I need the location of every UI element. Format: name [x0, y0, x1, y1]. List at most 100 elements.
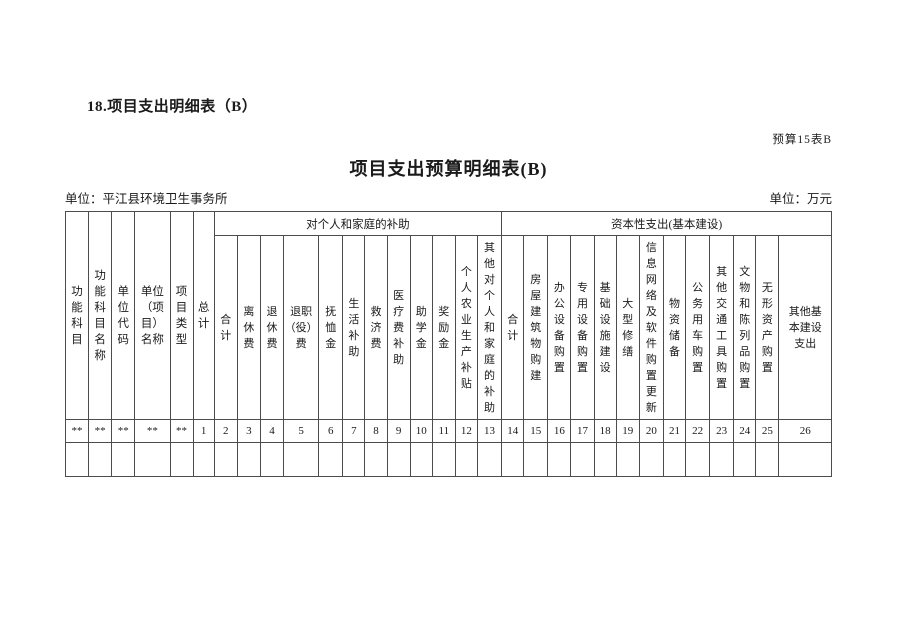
col-header-office-equipment: 办 公 设 备 购 置 [547, 235, 572, 420]
data-cell [662, 442, 687, 477]
data-cell [431, 442, 456, 477]
col-header-consolation-money: 抚 恤 金 [318, 235, 344, 420]
data-cell [570, 442, 595, 477]
col-header-medical-subsidy: 医 疗 费 补 助 [386, 235, 411, 420]
col-header-grand-total: 总 计 [192, 211, 215, 420]
group-header-capital-expenditure: 资本性支出(基本建设) [501, 211, 832, 236]
col-header-agricultural-production-subsidy: 个 人 农 业 生 产 补 贴 [454, 235, 478, 420]
column-code-row: ** ** ** ** ** 1 2 3 4 5 6 7 8 9 10 11 1… [64, 419, 832, 443]
data-cell [364, 442, 388, 477]
data-cell [64, 442, 90, 477]
data-cell [755, 442, 780, 477]
code-cell: 10 [409, 419, 433, 443]
data-cell [318, 442, 344, 477]
data-cell [547, 442, 572, 477]
code-cell: 4 [259, 419, 285, 443]
section-title: 18.项目支出明细表（B） [87, 99, 258, 115]
col-header-unit-project-name: 单位 （项 目） 名称 [134, 211, 171, 420]
data-cell [283, 442, 320, 477]
code-cell: ** [111, 419, 136, 443]
data-cell [476, 442, 503, 477]
data-cell [213, 442, 238, 477]
col-header-network-software: 信 息 网 络 及 软 件 购 置 更 新 [638, 235, 664, 420]
code-cell: 13 [476, 419, 503, 443]
code-cell: 8 [364, 419, 388, 443]
code-cell: ** [88, 419, 113, 443]
col-header-reward-money: 奖 励 金 [431, 235, 456, 420]
code-cell: 7 [342, 419, 366, 443]
code-cell: 14 [501, 419, 525, 443]
col-header-subtotal-capital: 合 计 [501, 235, 525, 420]
col-header-living-allowance: 生 活 补 助 [342, 235, 366, 420]
data-cell [501, 442, 525, 477]
code-cell: 12 [454, 419, 478, 443]
code-cell: 20 [638, 419, 664, 443]
col-header-resignation-pay: 退职 （役） 费 [283, 235, 320, 420]
group-header-personal-family-subsidies: 对个人和家庭的补助 [213, 211, 503, 236]
project-expenditure-table: 功 能 科 目 功 能 科 目 名 称 单 位 代 码 单位 （项 目） 名称 … [64, 211, 832, 477]
table-title: 项目支出预算明细表(B) [349, 159, 548, 179]
code-cell: 2 [213, 419, 238, 443]
data-cell [593, 442, 617, 477]
col-header-project-type: 项 目 类 型 [169, 211, 194, 420]
code-cell: 1 [192, 419, 215, 443]
org-unit-label: 单位：平江县环境卫生事务所 [65, 192, 228, 206]
col-header-building-construction: 房 屋 建 筑 物 购 建 [523, 235, 549, 420]
col-header-intangible-assets: 无 形 资 产 购 置 [755, 235, 780, 420]
data-cell [236, 442, 261, 477]
col-header-special-equipment: 专 用 设 备 购 置 [570, 235, 595, 420]
code-cell: 6 [318, 419, 344, 443]
code-cell: 26 [778, 419, 832, 443]
data-cell [111, 442, 136, 477]
col-header-unit-code: 单 位 代 码 [111, 211, 136, 420]
code-cell: 11 [431, 419, 456, 443]
code-cell: 21 [662, 419, 687, 443]
col-header-scholarship: 助 学 金 [409, 235, 433, 420]
col-header-infrastructure: 基 础 设 施 建 设 [593, 235, 617, 420]
col-header-official-vehicle: 公 务 用 车 购 置 [685, 235, 711, 420]
code-cell: 19 [615, 419, 640, 443]
data-cell [523, 442, 549, 477]
code-cell: 24 [733, 419, 757, 443]
code-cell: ** [169, 419, 194, 443]
data-cell [192, 442, 215, 477]
data-cell [134, 442, 171, 477]
code-cell: 25 [755, 419, 780, 443]
form-reference-label: 预算15表B [772, 134, 832, 146]
col-header-other-personal-family-subsidies: 其 他 对 个 人 和 家 庭 的 补 助 [476, 235, 503, 420]
code-cell: 9 [386, 419, 411, 443]
data-cell [638, 442, 664, 477]
code-cell: 3 [236, 419, 261, 443]
data-cell [259, 442, 285, 477]
col-header-pension-pay: 退 休 费 [259, 235, 285, 420]
currency-unit-label: 单位：万元 [769, 192, 832, 206]
col-header-functional-subject: 功 能 科 目 [64, 211, 90, 420]
code-cell: 23 [709, 419, 735, 443]
col-header-other-transport: 其 他 交 通 工 具 购 置 [709, 235, 735, 420]
code-cell: 5 [283, 419, 320, 443]
empty-data-row [64, 442, 832, 477]
col-header-relief-fee: 救 济 费 [364, 235, 388, 420]
data-cell [778, 442, 832, 477]
code-cell: 15 [523, 419, 549, 443]
data-cell [386, 442, 411, 477]
data-cell [342, 442, 366, 477]
data-cell [615, 442, 640, 477]
col-header-functional-subject-name: 功 能 科 目 名 称 [88, 211, 113, 420]
group-header-row: 功 能 科 目 功 能 科 目 名 称 单 位 代 码 单位 （项 目） 名称 … [64, 211, 832, 420]
data-cell [88, 442, 113, 477]
data-cell [709, 442, 735, 477]
code-cell: 18 [593, 419, 617, 443]
column-header-row: 合 计 离 休 费 退 休 费 退职 （役） 费 抚 恤 金 生 活 补 助 救… [66, 235, 832, 420]
data-cell [454, 442, 478, 477]
code-cell: ** [64, 419, 90, 443]
col-header-retirement-pay: 离 休 费 [236, 235, 261, 420]
col-header-subtotal-personal: 合 计 [213, 235, 238, 420]
col-header-other-capital-construction: 其他基 本建设 支出 [778, 235, 832, 420]
code-cell: 17 [570, 419, 595, 443]
col-header-cultural-relics: 文 物 和 陈 列 品 购 置 [733, 235, 757, 420]
col-header-material-reserve: 物 资 储 备 [662, 235, 687, 420]
unit-row: 单位：平江县环境卫生事务所 单位：万元 [65, 188, 832, 207]
data-cell [733, 442, 757, 477]
code-cell: ** [134, 419, 171, 443]
